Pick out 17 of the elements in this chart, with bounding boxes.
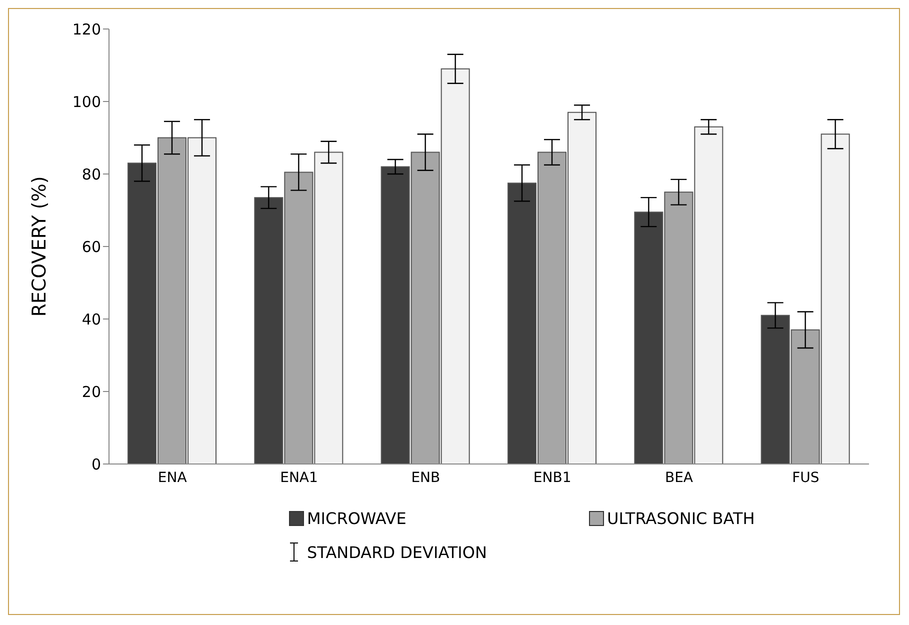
- x-tick-label: ENB: [411, 470, 440, 486]
- legend-label: MICROWAVE: [307, 509, 406, 528]
- x-tick-label: ENA1: [280, 470, 318, 486]
- x-tick-label: FUS: [792, 470, 820, 486]
- y-tick-label: 40: [82, 310, 101, 328]
- x-tick-label: BEA: [664, 470, 694, 486]
- y-axis-title: RECOVERY (%): [28, 176, 51, 317]
- y-tick-label: 0: [91, 455, 101, 474]
- y-tick-label: 20: [82, 382, 101, 401]
- x-tick-label: ENA: [158, 470, 188, 486]
- y-tick-label: 100: [72, 92, 101, 111]
- legend-label: ULTRASONIC BATH: [607, 509, 755, 528]
- y-tick-label: 60: [82, 238, 101, 256]
- y-tick-label: 80: [82, 165, 101, 184]
- y-tick-label: 120: [72, 20, 101, 38]
- text: STANDARD DEVIATION: [307, 542, 487, 562]
- x-tick-label: ENB1: [533, 470, 572, 486]
